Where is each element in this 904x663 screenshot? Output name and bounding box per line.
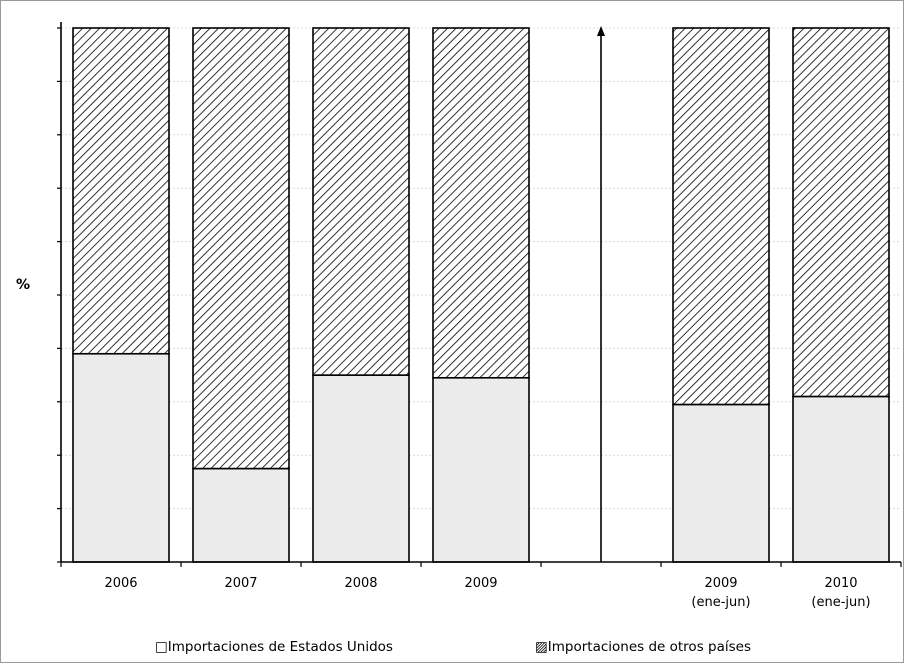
legend-item-other: ▨Importaciones de otros países (535, 639, 751, 655)
x-tick-label: 2009 (704, 576, 737, 591)
bar-segment-us (432, 376, 530, 563)
bar-segment-other (312, 27, 410, 376)
x-tick-label: 2008 (344, 576, 377, 591)
x-tick-label: (ene-jun) (811, 595, 870, 610)
bar-segment-other (432, 27, 530, 379)
x-tick-label: 2007 (224, 576, 257, 591)
axes (57, 22, 902, 567)
bars (72, 27, 890, 563)
bar-segment-other (672, 27, 770, 406)
divider-arrow-head (597, 26, 605, 36)
x-tick-labels: 2006 2007 2008 2009 2009 (ene-jun) 2010 (ene-ju… (104, 576, 870, 610)
bar-segment-us (192, 467, 290, 563)
x-tick-label: (ene-jun) (691, 595, 750, 610)
x-tick-label: 2006 (104, 576, 137, 591)
bar-segment-us (312, 374, 410, 563)
bar-segment-other (72, 27, 170, 355)
bar-segment-other (792, 27, 890, 398)
legend: □Importaciones de Estados Unidos ▨Import… (155, 639, 751, 655)
bar-segment-us (72, 352, 170, 563)
x-tick-label: 2009 (464, 576, 497, 591)
legend-item-us: □Importaciones de Estados Unidos (155, 639, 393, 655)
y-axis-label: % (16, 277, 30, 293)
bar-segment-us (672, 403, 770, 563)
bar-segment-other (192, 27, 290, 470)
x-tick-label: 2010 (824, 576, 857, 591)
bar-segment-us (792, 395, 890, 563)
